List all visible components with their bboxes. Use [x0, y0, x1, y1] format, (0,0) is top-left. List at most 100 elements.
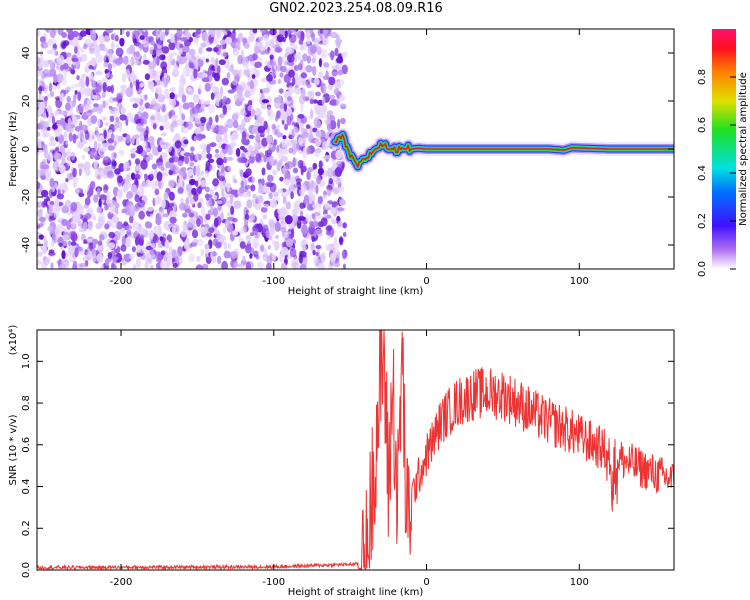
spectrogram-cell [166, 55, 173, 63]
spectrogram-cell [187, 88, 195, 96]
spectrogram-cell [182, 222, 189, 231]
spectrogram-cell [135, 149, 143, 154]
spectrogram-cell [282, 135, 287, 140]
spectrogram-cell [39, 208, 43, 214]
spectrogram-cell [169, 162, 175, 171]
spectrogram-cell [217, 171, 226, 177]
spectrogram-cell [300, 72, 308, 79]
spectrogram-cell [144, 147, 151, 152]
spectrogram-cell [221, 260, 228, 269]
colorbar-tick-label: 0.6 [697, 117, 708, 133]
spectrogram-cell [291, 76, 296, 86]
spectrogram-cell [191, 187, 197, 195]
spectrogram-cell [210, 205, 214, 213]
spectrogram-cell [284, 231, 289, 239]
spectrogram-cell [48, 109, 53, 119]
spectrogram-cell [245, 261, 251, 269]
spectrogram-cell [209, 142, 217, 148]
spectrogram-cell [48, 82, 53, 93]
spectrogram-cell [89, 29, 97, 34]
spectrogram-cell [83, 146, 90, 153]
spectrogram-cell [280, 217, 285, 224]
spectrogram-cell [313, 77, 320, 86]
y-scale-label: (x10⁴) [8, 325, 19, 356]
spectrogram-cell [241, 37, 248, 44]
spectrogram-cell [70, 84, 77, 89]
spectrogram-cell [113, 125, 119, 131]
spectrogram-cell [140, 227, 147, 236]
spectrogram-cell [181, 113, 186, 121]
spectrogram-cell [220, 212, 224, 221]
spectrogram-cell [336, 160, 343, 168]
spectrogram-cell [310, 90, 315, 101]
spectrogram-cell [125, 134, 131, 144]
spectrogram-cell [338, 186, 345, 194]
spectrogram-cell [336, 99, 340, 105]
spectrogram-cell [269, 226, 276, 236]
spectrogram-cell [93, 103, 99, 108]
spectrogram-cell [268, 155, 275, 166]
spectrogram-cell [194, 119, 201, 124]
spectrogram-cell [69, 231, 76, 236]
spectrogram-cell [275, 114, 279, 122]
spectrogram-cell [184, 208, 191, 214]
spectrogram-cell [200, 170, 204, 176]
spectrogram-cell [252, 193, 258, 199]
spectrogram-cell [119, 114, 127, 121]
spectrogram-cell [47, 38, 53, 47]
spectrogram-cell [154, 209, 160, 214]
spectrogram-cell [102, 100, 106, 109]
spectrogram-cell [138, 210, 145, 220]
spectrogram-cell [71, 39, 79, 47]
spectrogram-cell [61, 189, 65, 194]
spectrogram-cell [115, 43, 119, 49]
spectrogram-cell [142, 59, 150, 65]
spectrogram-cell [168, 191, 175, 201]
spectrogram-cell [178, 89, 183, 97]
spectrogram-cell [161, 54, 166, 60]
spectrogram-cell [37, 259, 42, 266]
spectrogram-cell [169, 33, 175, 44]
spectrogram-cell [305, 65, 313, 73]
spectrogram-cell [315, 129, 320, 137]
spectrogram-cell [48, 216, 53, 223]
spectrogram-cell [85, 131, 90, 140]
colorbar-tick-label: 0.2 [697, 213, 708, 229]
spectrogram-cell [332, 161, 338, 166]
spectrogram-cell [213, 194, 218, 201]
spectrogram-cell [135, 257, 141, 268]
spectrogram-cell [167, 61, 172, 71]
spectrogram-cell [101, 90, 106, 99]
spectrogram-cell [37, 201, 40, 208]
spectrogram-cell [135, 180, 140, 189]
spectrogram-cell [195, 264, 203, 269]
spectrogram-cell [139, 29, 143, 34]
spectrogram-cell [326, 188, 332, 197]
spectrogram-cell [193, 192, 199, 202]
spectrogram-cell [90, 148, 98, 159]
spectrogram-cell [251, 74, 256, 79]
spectrogram-cell [160, 250, 166, 256]
spectrogram-cell [202, 102, 206, 109]
spectrogram-cell [134, 194, 140, 202]
spectrogram-cell [285, 238, 294, 248]
spectrogram-cell [233, 93, 237, 102]
spectrogram-cell [216, 255, 222, 265]
spectrogram-cell [230, 141, 237, 147]
spectrogram-cell [185, 197, 190, 205]
spectrogram-cell [255, 254, 260, 260]
spectrogram-cell [59, 263, 66, 269]
spectrogram-cell [335, 149, 343, 160]
spectrogram-cell [125, 225, 133, 230]
spectrogram-cell [308, 180, 317, 190]
spectrogram-cell [219, 181, 224, 189]
spectrogram-cell [48, 207, 54, 217]
spectrogram-cell [49, 47, 57, 55]
spectrogram-cell [144, 94, 148, 101]
spectrogram-cell [37, 30, 41, 37]
spectrogram-cell [173, 64, 179, 75]
spectrogram-cell [174, 163, 178, 174]
spectrogram-cell [139, 82, 145, 88]
spectrogram-cell [144, 73, 150, 81]
